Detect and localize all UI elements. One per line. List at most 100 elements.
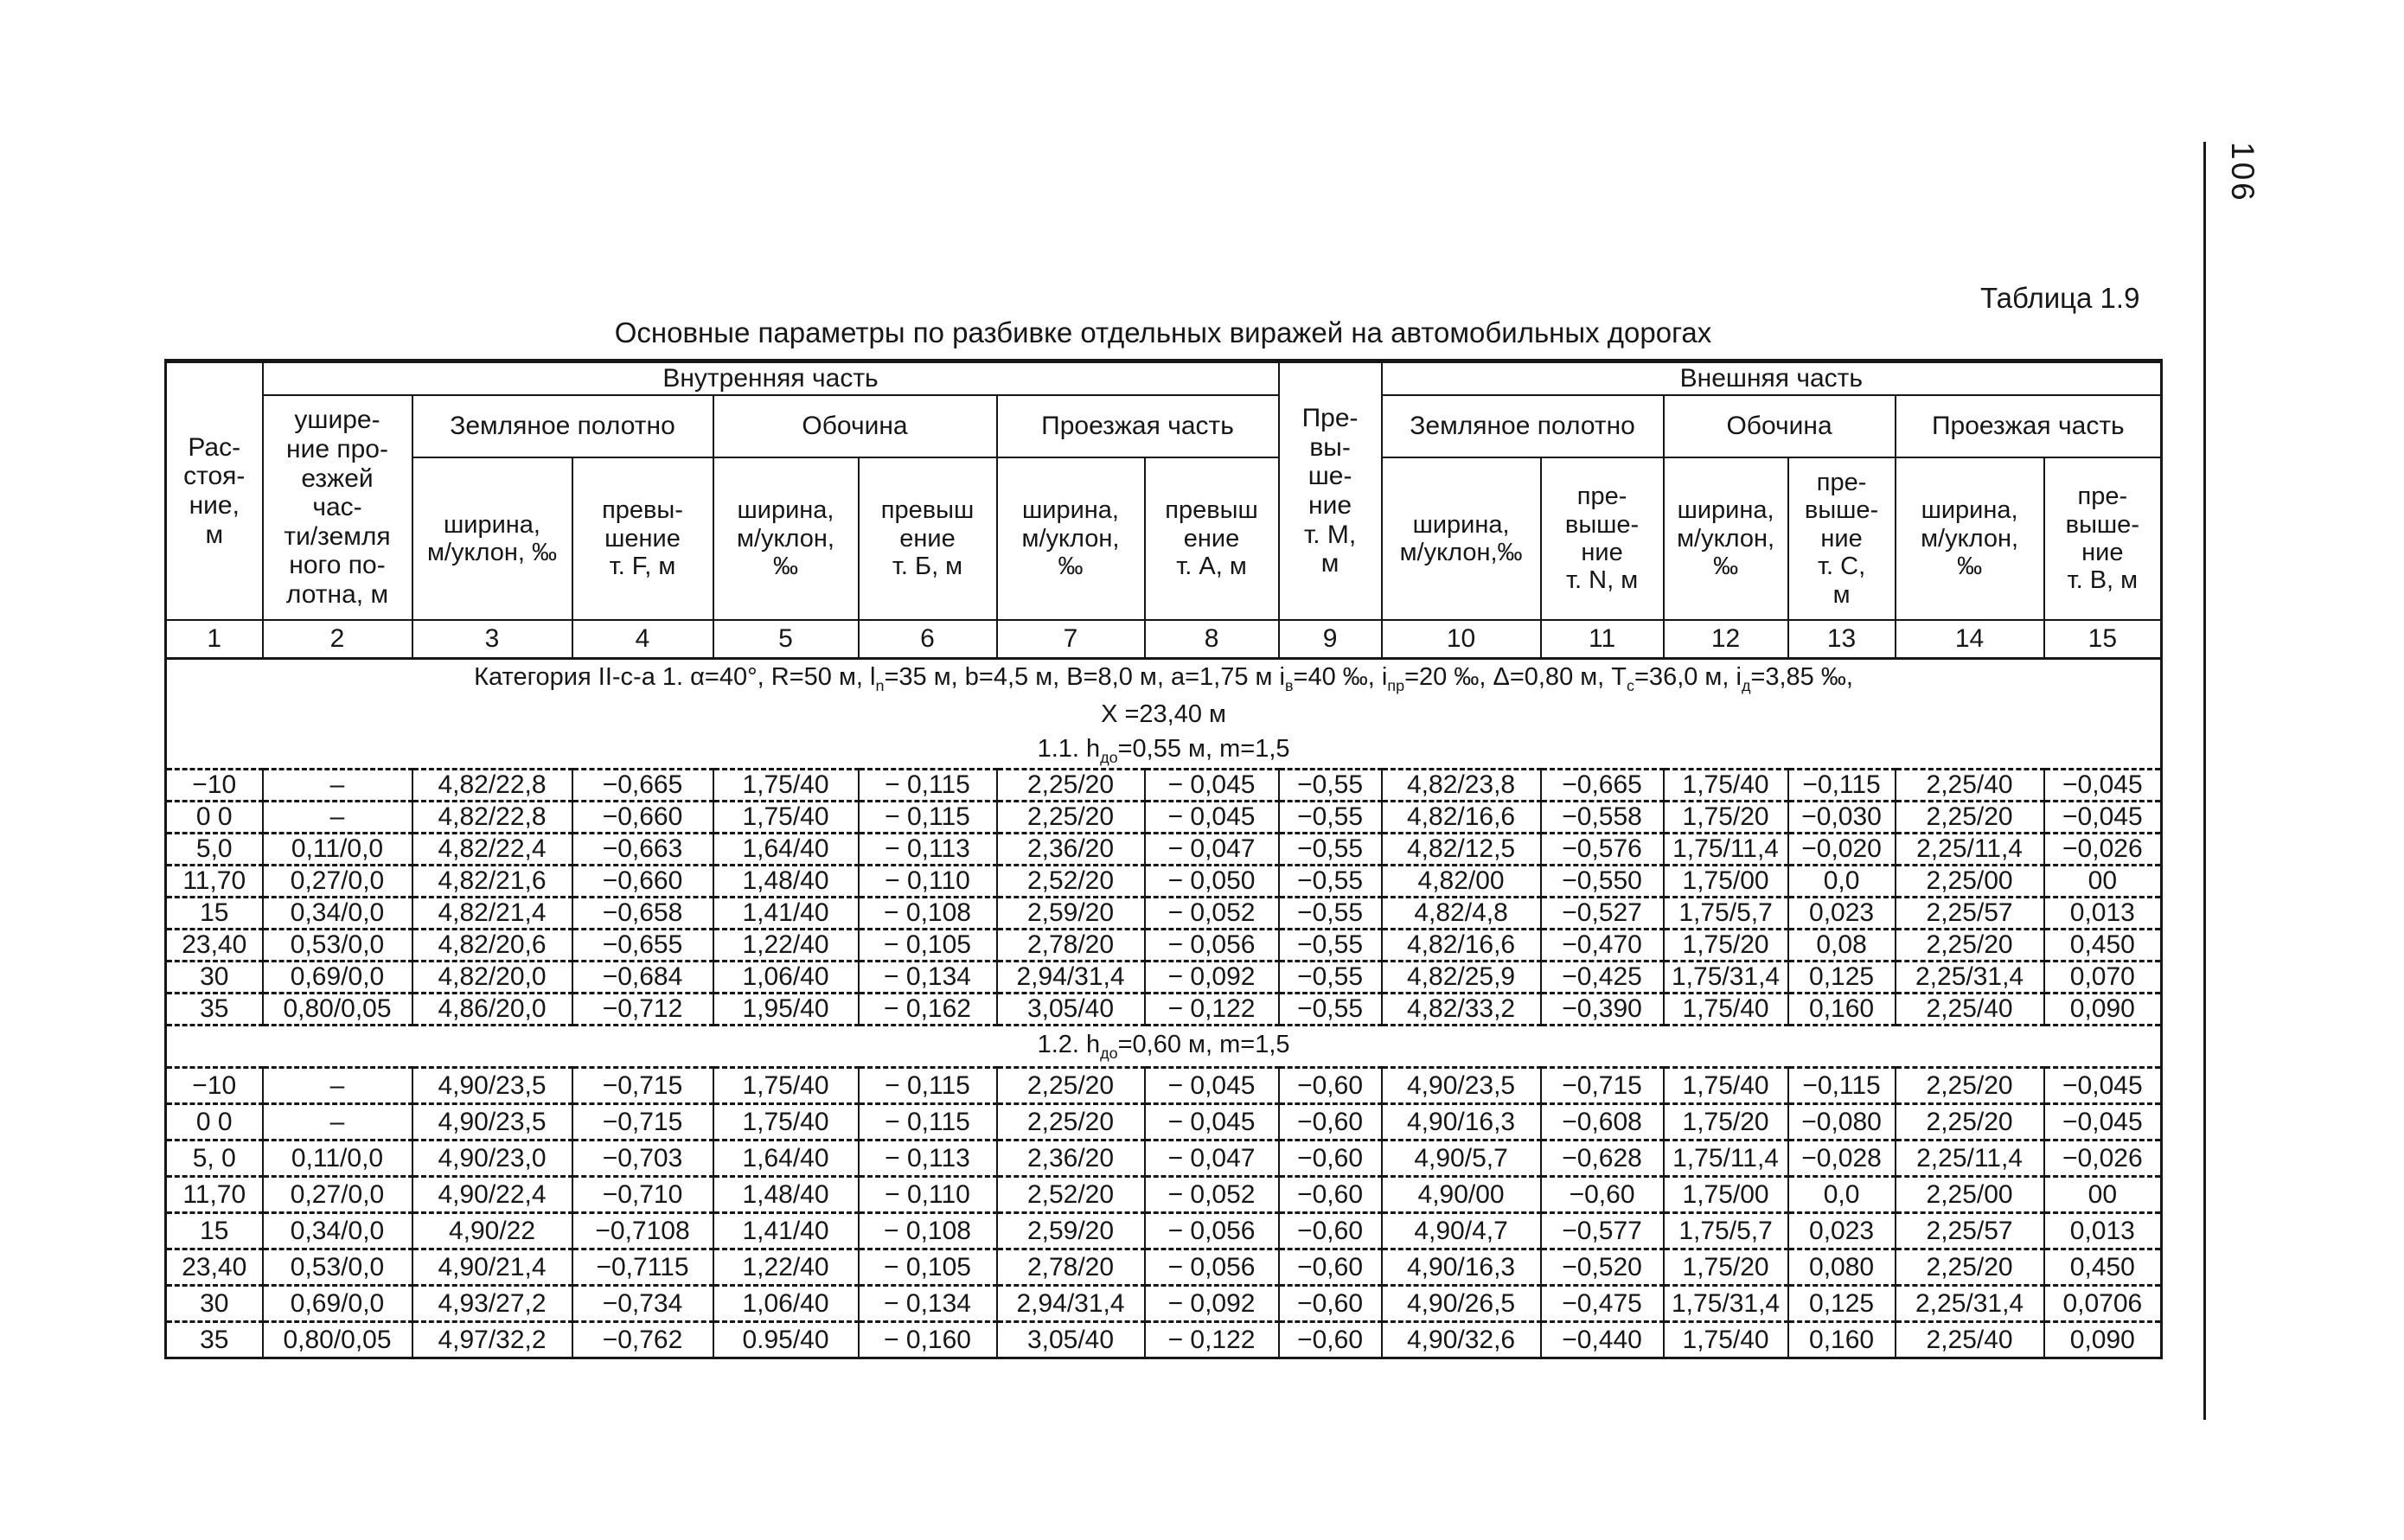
table-cell: 23,40 [164, 928, 264, 963]
table-cell: 2,25/20 [1894, 1248, 2045, 1288]
table-cell: − 0,056 [1143, 1248, 1280, 1288]
col-number: 9 [1277, 619, 1383, 660]
table-cell: −0,55 [1277, 864, 1383, 899]
table-cell: −0,475 [1539, 1284, 1665, 1324]
table-cell: −0,710 [571, 1175, 714, 1215]
table-cell: 0,53/0,0 [261, 1248, 413, 1288]
table-cell: −0,55 [1277, 832, 1383, 867]
table-cell: − 0,134 [857, 1284, 998, 1324]
table-cell: 4,90/23,5 [411, 1066, 573, 1106]
table-cell: − 0,045 [1143, 1066, 1280, 1106]
table-cell: 1,75/40 [712, 1066, 860, 1106]
table-cell: − 0,045 [1143, 800, 1280, 835]
table-cell: − 0,092 [1143, 1284, 1280, 1324]
table-cell: − 0,122 [1143, 1320, 1280, 1360]
table-cell: −0,026 [2043, 832, 2163, 867]
table-cell: −0,55 [1277, 896, 1383, 931]
table-cell: 2,78/20 [995, 1248, 1146, 1288]
table-cell: −0,608 [1539, 1102, 1665, 1142]
col-header-width-slope-12: ширина, м/уклон, ‰ [1662, 457, 1789, 621]
col-number: 10 [1380, 619, 1542, 660]
table-cell: 1,64/40 [712, 1139, 860, 1179]
table-cell: −0,715 [571, 1102, 714, 1142]
table-cell: 1,48/40 [712, 1175, 860, 1215]
table-cell: 0 0 [164, 1102, 264, 1142]
table-cell: 2,36/20 [995, 1139, 1146, 1179]
table-cell: −0,60 [1277, 1102, 1383, 1142]
table-cell: 4,82/21,6 [411, 864, 573, 899]
table-cell: 4,82/16,6 [1380, 800, 1542, 835]
table-cell: − 0,115 [857, 800, 998, 835]
table-cell: 1,75/31,4 [1662, 1284, 1789, 1324]
table-cell: 4,90/16,3 [1380, 1102, 1542, 1142]
table-cell: −0,660 [571, 864, 714, 899]
table-cell: 00 [2043, 1175, 2163, 1215]
col-number: 3 [411, 619, 573, 660]
table-cell: 0,0706 [2043, 1284, 2163, 1324]
table-cell: 1,22/40 [712, 928, 860, 963]
table-cell: −0,080 [1787, 1102, 1896, 1142]
table-cell: 0,160 [1787, 1320, 1896, 1360]
table-cell: 0,11/0,0 [261, 1139, 413, 1179]
table-cell: 4,82/22,8 [411, 800, 573, 835]
table-cell: 1,41/40 [712, 1211, 860, 1251]
col-number: 5 [712, 619, 860, 660]
table-cell: 2,25/40 [1894, 768, 2045, 803]
table-cell: 30 [164, 1284, 264, 1324]
table-cell: 1,75/11,4 [1662, 832, 1789, 867]
table-cell: 0,80/0,05 [261, 992, 413, 1027]
col-header-width-slope-7: ширина, м/уклон, ‰ [995, 457, 1146, 621]
table-cell: 1,06/40 [712, 960, 860, 995]
table-cell: 2,25/11,4 [1894, 832, 2045, 867]
table-cell: 1,41/40 [712, 896, 860, 931]
table-cell: 1,75/20 [1662, 1248, 1789, 1288]
header-row-subheads: ширина, м/уклон, ‰ превы- шение т. F, м … [166, 457, 2163, 621]
table-cell: 1,75/20 [1662, 928, 1789, 963]
col-number: 1 [164, 619, 264, 660]
table-cell: 15 [164, 896, 264, 931]
table-cell: 0,08 [1787, 928, 1896, 963]
group-header-carriageway-inner: Проезжая часть [995, 394, 1280, 458]
table-cell: − 0,115 [857, 1102, 998, 1142]
table-row: 35 0,80/0,05 4,86/20,0 −0,712 1,95/40− 0,162… [164, 992, 2163, 1027]
table-cell: 0,125 [1787, 1284, 1896, 1324]
table-cell: – [261, 800, 413, 835]
table-cell: 1,75/40 [712, 768, 860, 803]
table-cell: 4,90/5,7 [1380, 1139, 1542, 1179]
table-row: −10–4,82/22,8 −0,665 1,75/40− 0,115 2,25/20… [164, 768, 2163, 803]
table-cell: 23,40 [164, 1248, 264, 1288]
band-header-outer-part: Внешняя часть [1380, 360, 2163, 396]
table-cell: − 0,056 [1143, 1211, 1280, 1251]
col-header-elevation-t-c: пре- выше- ние т. С, м [1787, 457, 1896, 621]
table-cell: 4,97/32,2 [411, 1320, 573, 1360]
table-cell: 0,080 [1787, 1248, 1896, 1288]
table-row: 11,70 0,27/0,0 4,90/22,4 −0,710 1,48/40− 0,1… [164, 1175, 2163, 1215]
table-cell: 0,023 [1787, 896, 1896, 931]
table-cell: 4,90/32,6 [1380, 1320, 1542, 1360]
table-cell: − 0,045 [1143, 768, 1280, 803]
table-cell: −0,60 [1277, 1320, 1383, 1360]
table-cell: 4,86/20,0 [411, 992, 573, 1027]
table-cell: −0,520 [1539, 1248, 1665, 1288]
table-cell: − 0,115 [857, 1066, 998, 1106]
table-cell: 2,25/40 [1894, 992, 2045, 1027]
table-cell: 5, 0 [164, 1139, 264, 1179]
table-cell: 4,82/16,6 [1380, 928, 1542, 963]
col-header-width-slope-10: ширина, м/уклон,‰ [1380, 457, 1542, 621]
table-cell: 0,80/0,05 [261, 1320, 413, 1360]
table-cell: −0,028 [1787, 1139, 1896, 1179]
col-header-elevation-t-f: превы- шение т. F, м [571, 457, 714, 621]
table-cell: 2,36/20 [995, 832, 1146, 867]
table-cell: −0,390 [1539, 992, 1665, 1027]
col-number: 15 [2043, 619, 2163, 660]
table-cell: 1,75/5,7 [1662, 896, 1789, 931]
category-note-row: Категория II-с-а 1. α=40°, R=50 м, ln=35… [164, 657, 2163, 770]
table-cell: 0,69/0,0 [261, 960, 413, 995]
col-number: 7 [995, 619, 1146, 660]
table-cell: 2,25/57 [1894, 896, 2045, 931]
table-cell: 4,82/23,8 [1380, 768, 1542, 803]
col-number: 6 [857, 619, 998, 660]
table-cell: 4,90/23,0 [411, 1139, 573, 1179]
table-cell: 1,75/31,4 [1662, 960, 1789, 995]
table-cell: 4,90/21,4 [411, 1248, 573, 1288]
